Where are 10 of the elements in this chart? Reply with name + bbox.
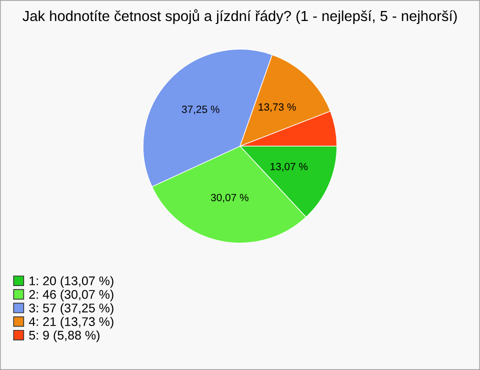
legend-label: 1: 20 (13,07 %) — [30, 276, 114, 288]
legend-label: 4: 21 (13,73 %) — [28, 316, 114, 328]
chart-title: Jak hodnotíte četnost spojů a jízdní řády? (1 - nejlepší, 5 - nejhorší) — [22, 9, 457, 24]
data-label: 13,07 % — [270, 162, 308, 172]
legend-label: 5: 9 (5,88 %) — [29, 330, 100, 342]
data-label: 13,73 % — [258, 103, 296, 112]
legend-label: 2: 46 (30,07 %) — [29, 290, 114, 302]
legend-label: 3: 57 (37,25 %) — [29, 303, 114, 315]
data-label: 30,07 % — [210, 194, 248, 202]
data-label: 37,25 % — [182, 106, 220, 114]
